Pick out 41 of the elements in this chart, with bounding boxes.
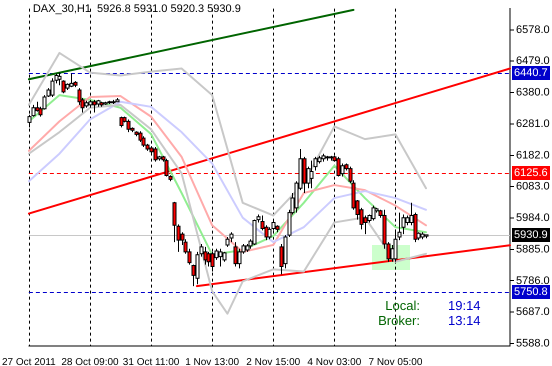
ref-line-label: 6125.6 [512,166,550,180]
y-tick-label: 5687.0 [516,306,550,318]
x-tick-label: 31 Oct 11:00 [122,356,180,366]
chart-title: DAX_30,H1 5926.8 5931.0 5920.3 5930.9 [32,3,241,15]
x-tick-label: 2 Nov 15:00 [246,356,301,366]
candlestick [230,232,234,243]
y-tick-label: 5984.0 [516,212,550,224]
x-tick-label: 7 Nov 05:00 [368,356,423,366]
annotation: Local: [384,298,420,313]
candlestick [70,73,74,88]
ref-line-label: 5930.9 [512,228,550,242]
y-tick-label: 5588.0 [516,337,550,350]
candlestick [372,205,376,222]
y-tick-label: 6083.0 [516,180,550,193]
candlestick [406,214,410,226]
ref-line-label: 5750.8 [512,284,550,299]
candlestick [50,78,54,98]
candlestick [222,251,226,262]
candlestick [126,118,130,133]
candlestick [234,242,238,267]
y-tick-label: 6281.0 [516,118,550,130]
y-tick-label: 6479.0 [516,55,550,68]
candlestick [218,248,222,267]
y-tick-label: 5786.0 [516,274,550,287]
y-tick-label: 6182.0 [516,149,550,162]
y-tick-label: 5885.0 [516,243,550,256]
annotation: 13:14 [448,313,482,328]
ref-line-label: 6440.7 [512,66,550,80]
annotation: 19:14 [448,298,482,313]
candlestick [310,160,314,189]
x-tick-label: 4 Nov 03:00 [307,356,362,366]
x-tick-label: 1 Nov 13:00 [185,356,240,366]
candlestick [92,99,96,114]
candlestick [206,251,210,267]
x-tick-label: 27 Oct 2011 [2,356,56,366]
annotation: Broker: [377,313,420,328]
candlestick [226,236,230,248]
y-tick-label: 6380.0 [516,86,550,99]
y-tick-label: 6578.0 [516,24,550,36]
x-tick-label: 28 Oct 09:00 [61,356,120,366]
candlestick [238,248,242,269]
